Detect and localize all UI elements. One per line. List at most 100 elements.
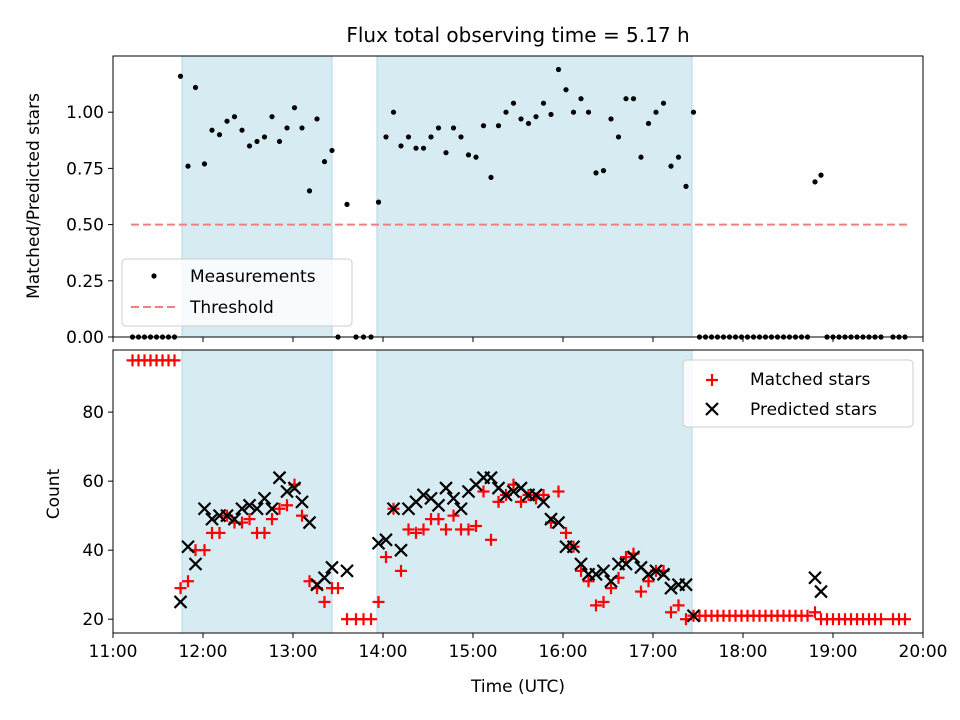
- measurement-point: [216, 132, 223, 138]
- predicted-star-point: [235, 501, 249, 516]
- predicted-star-point: [679, 577, 693, 592]
- matched-star-point: [174, 582, 187, 595]
- measurement-point: [668, 163, 674, 169]
- matched-star-point: [402, 523, 415, 536]
- measurement-point: [209, 127, 215, 133]
- legend-matched-label: Matched stars: [750, 370, 870, 390]
- measurement-point: [683, 183, 689, 189]
- measurement-point: [321, 159, 328, 165]
- measurement-point: [563, 87, 569, 93]
- measurement-point: [306, 188, 313, 194]
- measurement-point: [344, 201, 350, 207]
- x-tick-label: 18:00: [719, 642, 768, 662]
- measurement-point: [585, 109, 592, 115]
- measurement-point: [465, 152, 472, 158]
- matched-star-point: [447, 509, 460, 522]
- predicted-star-point: [431, 498, 446, 513]
- x-tick-label: 17:00: [629, 642, 678, 662]
- shaded-interval-1: [376, 55, 693, 338]
- top-legend-box: [121, 258, 353, 327]
- measurement-point: [548, 111, 554, 118]
- measurement-point: [450, 125, 457, 131]
- bottom-x-ticks: 11:00 12:00 13:00 14:00 15:00 16:00 17:00 18:00…: [89, 633, 948, 662]
- measurement-point: [254, 138, 260, 145]
- legend-measurements-marker: [151, 273, 157, 279]
- predicted-star-point: [379, 533, 393, 547]
- measurement-point: [495, 123, 502, 129]
- x-tick-label: 16:00: [539, 642, 588, 662]
- predicted-star-point: [394, 543, 408, 557]
- predicted-star-point: [664, 581, 678, 595]
- predicted-star-point: [626, 550, 641, 564]
- legend-threshold-label: Threshold: [189, 298, 274, 318]
- predicted-star-point: [302, 515, 317, 530]
- matched-star-point: [395, 564, 407, 577]
- matched-star-point: [590, 599, 602, 612]
- matched-star-point: [809, 606, 821, 619]
- matched-star-point: [380, 551, 392, 564]
- x-tick-label: 11:00: [89, 642, 138, 662]
- measurement-point: [638, 154, 644, 160]
- matched-star-point: [899, 613, 911, 626]
- measurement-point: [239, 127, 245, 133]
- measurement-point: [510, 100, 517, 106]
- matched-star-point: [560, 526, 572, 539]
- measurement-point: [224, 118, 230, 124]
- measurement-point: [428, 134, 434, 140]
- predicted-stars-points: [173, 470, 828, 623]
- measurement-point: [645, 120, 652, 127]
- predicted-star-point: [272, 470, 287, 485]
- predicted-star-point: [439, 481, 453, 495]
- matched-star-point: [440, 523, 452, 536]
- measurement-point: [231, 114, 238, 120]
- measurement-point: [690, 109, 697, 115]
- bottom-shaded-intervals: [181, 349, 693, 634]
- predicted-star-point: [188, 557, 203, 571]
- shaded-interval-0: [181, 349, 333, 634]
- predicted-star-point: [604, 574, 618, 589]
- matched-star-point: [318, 595, 331, 608]
- matched-star-point: [470, 520, 482, 533]
- measurement-point: [480, 123, 487, 129]
- predicted-star-point: [205, 512, 219, 526]
- measurement-point: [570, 109, 577, 115]
- measurement-point: [291, 105, 298, 111]
- measurement-point: [533, 114, 539, 120]
- x-tick-label: 13:00: [269, 642, 318, 662]
- matched-star-point: [620, 551, 632, 564]
- matched-star-point: [537, 488, 550, 501]
- matched-star-point: [182, 575, 194, 588]
- predicted-star-point: [484, 470, 498, 485]
- matched-star-point: [462, 523, 475, 536]
- predicted-star-point: [544, 512, 558, 526]
- predicted-star-point: [641, 567, 656, 582]
- measurement-point: [518, 116, 524, 122]
- matched-star-point: [477, 485, 490, 498]
- predicted-star-point: [317, 571, 332, 585]
- predicted-star-point: [181, 539, 195, 554]
- measurement-point: [608, 116, 614, 122]
- measurement-point: [405, 134, 412, 140]
- predicted-star-point: [536, 495, 551, 509]
- predicted-star-point: [280, 484, 294, 499]
- y-tick-label: 0.00: [66, 328, 104, 348]
- matched-star-point: [417, 523, 430, 536]
- measurement-point: [390, 109, 397, 115]
- measurement-point: [192, 84, 199, 91]
- matched-star-point: [365, 613, 377, 626]
- predicted-star-point: [325, 560, 339, 575]
- legend-predicted-label: Predicted stars: [750, 400, 877, 420]
- predicted-star-point: [596, 564, 611, 578]
- matched-star-point: [642, 575, 655, 588]
- matched-star-point: [258, 526, 271, 539]
- predicted-star-point: [386, 501, 401, 516]
- measurement-point: [443, 150, 449, 156]
- measurement-point: [600, 168, 607, 174]
- matched-star-point: [665, 606, 677, 619]
- matched-stars-points: [126, 354, 911, 626]
- measurement-point: [276, 138, 283, 145]
- measurement-point: [177, 73, 184, 79]
- matched-star-point: [605, 582, 617, 595]
- matched-star-point: [410, 526, 422, 539]
- predicted-star-point: [656, 567, 671, 582]
